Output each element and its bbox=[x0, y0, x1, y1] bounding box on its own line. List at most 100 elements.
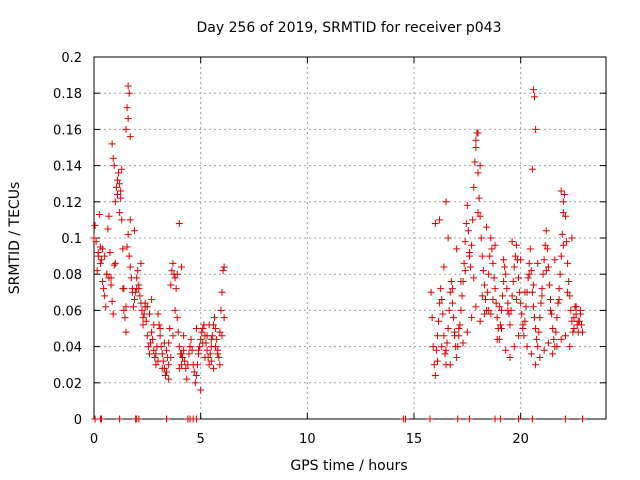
data-point bbox=[499, 292, 507, 300]
data-point bbox=[135, 415, 143, 423]
data-point bbox=[483, 223, 491, 231]
data-point bbox=[505, 310, 513, 318]
data-point bbox=[215, 353, 223, 361]
data-point bbox=[174, 328, 182, 336]
data-point bbox=[93, 267, 101, 275]
data-point bbox=[219, 267, 227, 275]
data-point bbox=[553, 343, 561, 351]
data-point bbox=[180, 346, 188, 354]
data-point bbox=[568, 317, 576, 325]
data-point bbox=[126, 133, 134, 141]
data-point bbox=[448, 285, 456, 293]
data-point bbox=[163, 415, 171, 423]
data-point bbox=[547, 306, 555, 314]
data-point bbox=[487, 310, 495, 318]
data-point bbox=[107, 281, 115, 289]
data-point bbox=[124, 230, 132, 238]
data-point bbox=[472, 303, 480, 311]
data-point bbox=[559, 209, 567, 217]
data-point bbox=[480, 281, 488, 289]
data-point bbox=[472, 144, 480, 151]
data-point bbox=[126, 263, 134, 271]
data-point bbox=[197, 386, 205, 394]
data-point bbox=[468, 314, 476, 322]
data-point bbox=[440, 263, 448, 271]
data-point bbox=[556, 270, 564, 278]
data-point bbox=[173, 270, 181, 278]
data-point bbox=[561, 212, 569, 220]
data-point bbox=[433, 357, 441, 365]
data-point bbox=[579, 328, 587, 336]
data-point bbox=[212, 325, 220, 332]
data-point bbox=[201, 353, 209, 361]
data-point bbox=[105, 212, 113, 220]
data-point bbox=[517, 299, 525, 307]
data-point bbox=[442, 346, 450, 354]
data-point bbox=[157, 343, 165, 351]
data-point bbox=[539, 270, 547, 278]
data-point bbox=[163, 368, 171, 376]
data-point bbox=[576, 306, 584, 314]
data-point bbox=[558, 230, 566, 238]
data-point bbox=[112, 183, 120, 191]
data-point bbox=[459, 339, 467, 347]
data-point bbox=[108, 140, 116, 148]
data-point bbox=[557, 252, 565, 260]
data-point bbox=[475, 194, 483, 202]
data-point bbox=[565, 277, 573, 285]
data-point bbox=[113, 191, 121, 199]
data-point bbox=[515, 332, 523, 340]
data-point bbox=[182, 364, 190, 372]
data-point bbox=[115, 169, 123, 177]
tick-labels: 0 0.02 0.04 0.06 0.08 0.1 0.12 0.14 0.16 0.18 0.2 0… bbox=[53, 51, 529, 447]
data-point bbox=[169, 259, 177, 267]
data-point bbox=[116, 415, 124, 423]
grid-lines bbox=[94, 57, 606, 419]
data-point bbox=[504, 306, 512, 314]
data-point bbox=[129, 303, 137, 311]
data-point bbox=[478, 252, 486, 260]
data-point bbox=[555, 285, 563, 293]
data-point bbox=[212, 343, 220, 351]
data-point bbox=[167, 281, 175, 289]
data-point bbox=[160, 339, 168, 347]
data-point bbox=[207, 335, 215, 343]
data-point bbox=[119, 245, 127, 253]
data-point bbox=[531, 93, 539, 101]
data-point bbox=[570, 325, 578, 332]
data-point bbox=[477, 234, 485, 242]
data-point bbox=[145, 310, 153, 318]
data-point bbox=[572, 303, 580, 311]
data-point bbox=[211, 314, 219, 322]
data-point bbox=[138, 306, 146, 314]
data-point bbox=[426, 415, 434, 423]
data-point bbox=[502, 346, 510, 354]
data-point bbox=[90, 234, 98, 242]
data-point bbox=[122, 303, 130, 311]
data-point bbox=[444, 234, 452, 242]
data-point bbox=[163, 346, 171, 354]
data-point bbox=[457, 277, 465, 285]
data-point bbox=[492, 299, 500, 307]
data-point bbox=[532, 125, 540, 133]
x-tick-label: 10 bbox=[299, 432, 316, 447]
data-point bbox=[192, 415, 200, 423]
data-point bbox=[173, 314, 181, 322]
data-point bbox=[177, 361, 185, 369]
data-point bbox=[515, 274, 523, 282]
data-point bbox=[529, 86, 537, 94]
y-tick-label: 0.02 bbox=[53, 377, 82, 392]
data-point bbox=[500, 277, 508, 285]
data-point bbox=[489, 296, 497, 304]
data-point bbox=[432, 346, 440, 354]
data-point bbox=[435, 317, 443, 325]
data-point bbox=[550, 335, 558, 343]
data-point bbox=[147, 339, 155, 347]
data-point bbox=[461, 238, 469, 246]
data-point bbox=[158, 350, 166, 358]
data-point bbox=[94, 248, 102, 256]
data-point bbox=[462, 220, 470, 228]
data-point bbox=[506, 353, 514, 361]
data-point bbox=[476, 317, 484, 325]
